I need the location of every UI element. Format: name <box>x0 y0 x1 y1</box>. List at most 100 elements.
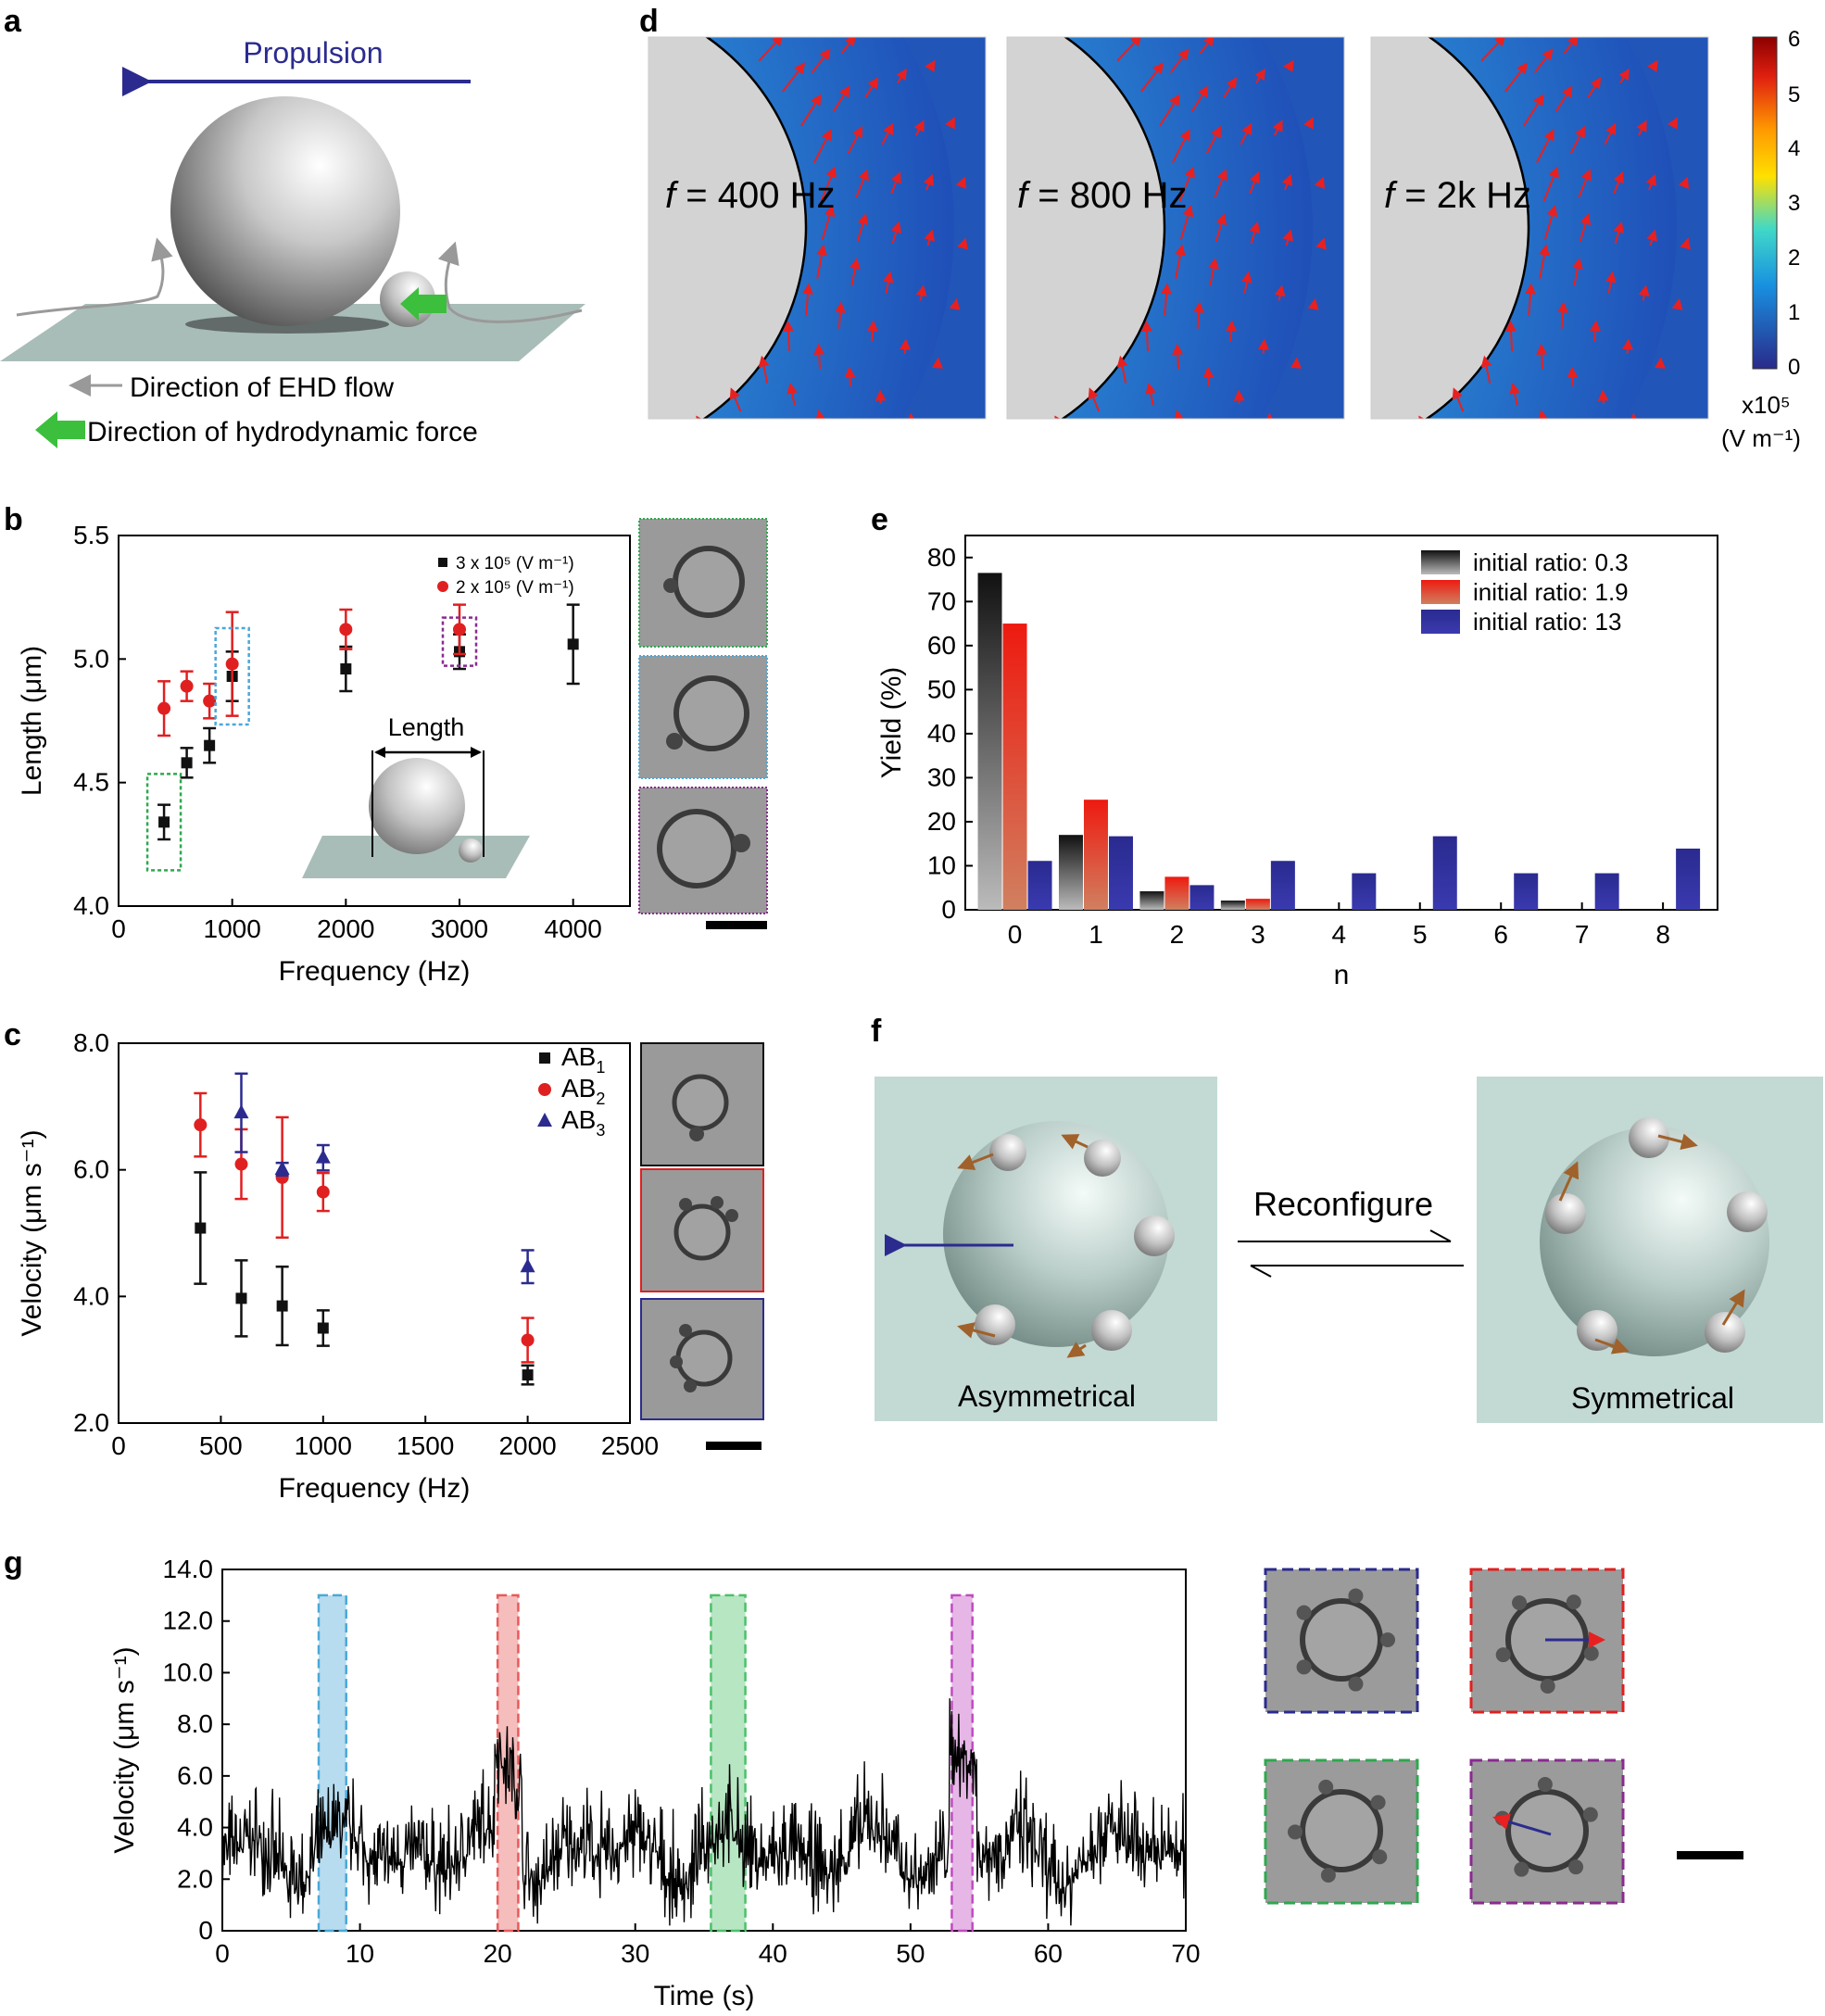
freq-label-2k: f = 2k Hz <box>1384 175 1531 216</box>
y-tick-label: 14.0 <box>163 1555 214 1583</box>
field-vector <box>1282 229 1293 246</box>
field-vector <box>1509 382 1521 406</box>
highlight-window <box>710 1594 747 1933</box>
field-vector <box>1274 284 1286 301</box>
field-vector <box>1315 237 1327 250</box>
field-vector <box>799 94 822 127</box>
field-vector <box>1680 237 1691 250</box>
x-tick-label: 2000 <box>317 914 374 943</box>
asym-label: Asymmetrical <box>958 1380 1136 1413</box>
data-point <box>537 1113 552 1127</box>
chart-e: 0 10 20 30 40 50 60 70 80 n Yield (%) 0 1 2 3 4 5 6 7 8 init… <box>876 535 1718 990</box>
field-vector <box>1504 62 1529 93</box>
field-vector <box>1636 120 1647 136</box>
field-vector <box>1141 320 1152 352</box>
y-tick-label: 40 <box>927 719 956 748</box>
field-vector <box>1569 438 1571 449</box>
y-tick-label: 4.5 <box>73 768 109 797</box>
field-vector <box>1579 212 1592 243</box>
field-vector <box>729 387 742 412</box>
field-vector <box>1623 8 1629 15</box>
y-tick-label: 4.0 <box>73 1281 109 1310</box>
colorbar-unit-2: (V m⁻¹) <box>1721 424 1801 452</box>
field-vector <box>1593 22 1603 34</box>
field-vector <box>758 355 770 384</box>
x-tick-label: 0 <box>215 1939 230 1968</box>
x-tick-label: 1 <box>1089 920 1103 949</box>
field-vector <box>1476 0 1495 6</box>
field-vector <box>1143 37 1146 38</box>
satellite <box>1348 1588 1364 1604</box>
y-tick-label: 50 <box>927 674 956 703</box>
field-vector <box>1452 387 1465 412</box>
y-tick-label: 5.0 <box>73 644 109 673</box>
scale-bar-b <box>706 921 767 929</box>
field-vector <box>1272 120 1283 136</box>
field-vector <box>1141 549 1144 554</box>
y-tick-label: 0 <box>941 895 956 924</box>
legend-entry: AB2 <box>561 1074 605 1108</box>
field-vector <box>781 62 806 93</box>
legend-entry: initial ratio: 1.9 <box>1473 578 1629 606</box>
field-vector <box>1567 366 1579 387</box>
bar <box>1432 836 1457 910</box>
x-tick-label: 2000 <box>498 1431 556 1460</box>
field-vector <box>1173 410 1185 419</box>
x-tick-label: 1000 <box>204 914 261 943</box>
field-vector <box>1057 0 1082 12</box>
field-vector <box>1088 387 1101 412</box>
field-vector <box>1654 357 1666 369</box>
field-vector <box>833 510 835 516</box>
field-vector <box>802 283 814 317</box>
field-vector <box>820 166 837 202</box>
x-tick-label: 8 <box>1655 920 1670 949</box>
field-vector <box>855 169 869 198</box>
chart-c: 2.0 4.0 6.0 8.0 0 500 1000 1500 2000 2500 Frequenc… <box>17 1028 659 1504</box>
colorbar-tick: 4 <box>1788 136 1800 161</box>
field-vector <box>1140 450 1146 464</box>
field-vector <box>1205 125 1221 155</box>
field-vector <box>1114 418 1125 419</box>
data-point <box>538 1083 551 1096</box>
particle-surface <box>1371 37 1530 419</box>
field-vector <box>1671 297 1683 310</box>
field-vector <box>758 37 784 62</box>
y-axis-label: Velocity (μm s⁻¹) <box>17 1129 47 1336</box>
field-vector <box>1171 129 1190 164</box>
satellite <box>1582 1807 1598 1822</box>
data-point <box>340 663 352 674</box>
field-vector <box>1254 68 1265 84</box>
bar <box>1108 836 1133 910</box>
x-tick-label: 1500 <box>396 1431 454 1460</box>
bar <box>1083 800 1108 910</box>
field-vector <box>782 450 787 464</box>
field-vector <box>1112 0 1131 6</box>
data-point <box>233 1104 249 1119</box>
field-vector <box>783 549 786 554</box>
data-point <box>157 701 171 715</box>
field-vector <box>1215 212 1227 243</box>
field-vector <box>890 220 902 245</box>
field-vector <box>699 0 724 12</box>
scale-bar-g <box>1677 1851 1743 1859</box>
field-vector <box>850 258 861 286</box>
field-vector <box>882 271 894 294</box>
field-vector <box>1281 173 1292 191</box>
x-tick-label: 0 <box>1008 920 1023 949</box>
field-vector <box>1557 301 1568 329</box>
y-tick-label: 12.0 <box>163 1606 214 1635</box>
y-tick-label: 0 <box>198 1916 213 1945</box>
field-vector <box>785 37 787 38</box>
y-tick-label: 10.0 <box>163 1657 214 1686</box>
x-tick-label: 60 <box>1034 1939 1063 1968</box>
field-vector <box>1421 0 1446 12</box>
field-vector <box>1234 466 1235 472</box>
bar <box>1594 873 1619 910</box>
field-vector <box>812 0 825 14</box>
x-tick-label: 3 <box>1251 920 1265 949</box>
x-tick-label: 6 <box>1493 920 1508 949</box>
field-vector <box>1533 48 1554 73</box>
field-vector <box>1120 516 1126 523</box>
field-vector <box>896 68 907 84</box>
field-vector <box>1202 366 1215 387</box>
